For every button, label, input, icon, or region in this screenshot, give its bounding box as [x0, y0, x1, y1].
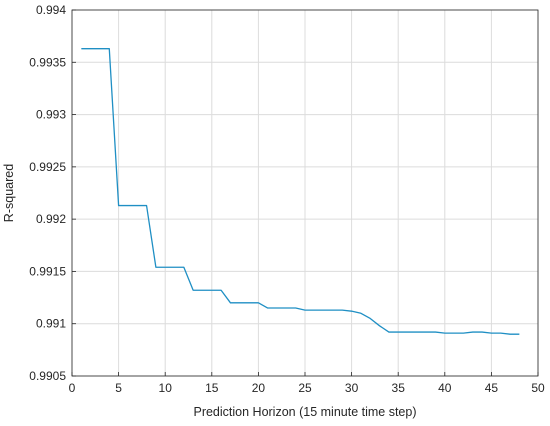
- y-tick-label: 0.9925: [29, 160, 66, 174]
- x-tick-label: 20: [252, 381, 266, 395]
- y-tick-label: 0.9935: [29, 55, 66, 69]
- x-tick-label: 50: [531, 381, 545, 395]
- x-tick-label: 0: [69, 381, 76, 395]
- y-tick-label: 0.9915: [29, 264, 66, 278]
- x-tick-label: 5: [115, 381, 122, 395]
- y-tick-label: 0.9905: [29, 369, 66, 383]
- series-line: [81, 48, 520, 335]
- x-tick-label: 10: [159, 381, 173, 395]
- y-axis-label: R-squared: [2, 164, 16, 222]
- series-group: [81, 48, 520, 335]
- x-tick-label: 35: [392, 381, 406, 395]
- x-tick-label: 30: [345, 381, 359, 395]
- x-ticks: 0 5 10 15 20 25 30 35 40 45 50: [69, 372, 545, 395]
- x-tick-label: 45: [485, 381, 499, 395]
- x-axis-label: Prediction Horizon (15 minute time step): [193, 405, 416, 419]
- y-ticks: 0.9905 0.991 0.9915 0.992 0.9925 0.993 0.9935 0…: [29, 3, 76, 383]
- x-tick-label: 25: [298, 381, 312, 395]
- x-tick-label: 40: [438, 381, 452, 395]
- y-tick-label: 0.993: [36, 108, 66, 122]
- x-tick-label: 15: [205, 381, 219, 395]
- y-tick-label: 0.991: [36, 317, 66, 331]
- y-tick-label: 0.992: [36, 212, 66, 226]
- y-tick-label: 0.994: [36, 3, 66, 17]
